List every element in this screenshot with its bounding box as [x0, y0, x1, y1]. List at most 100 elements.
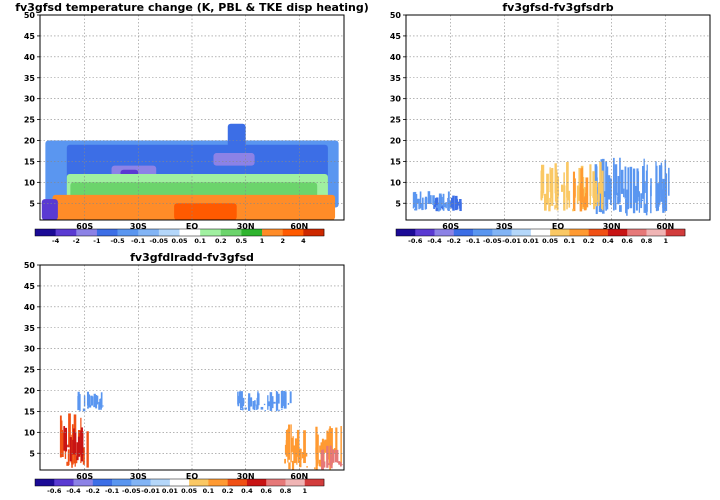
x-tick-label: 30S: [130, 222, 147, 231]
colorbar-swatch: [262, 229, 284, 236]
colorbar-swatch: [530, 229, 551, 236]
colorbar-swatch: [550, 229, 570, 236]
colorbar-label: -0.2: [447, 237, 461, 245]
colorbar-swatch: [434, 229, 455, 236]
colorbar: -0.6 -0.4 -0.2 -0.1 -0.05 -0.01 0.01 0.05 0.1 0.2…: [395, 228, 686, 245]
colorbar-label: 4: [301, 237, 306, 245]
colorbar-swatch: [92, 479, 113, 486]
colorbar-label: -0.05: [149, 237, 168, 245]
colorbar-label: 0.8: [641, 237, 653, 245]
x-tick-label: 60S: [76, 222, 93, 231]
y-tick-label: 25: [24, 116, 36, 125]
colorbar-swatch: [473, 229, 493, 236]
colorbar-label: -0.1: [105, 487, 120, 495]
y-tick-label: 30: [24, 345, 36, 354]
colorbar-label: 0.01: [162, 487, 179, 495]
colorbar-label: -4: [52, 237, 60, 245]
colorbar-swatch: [511, 229, 532, 236]
colorbar-swatch: [158, 229, 180, 236]
colorbar-label: -0.6: [47, 487, 62, 495]
grid-lines: [40, 14, 344, 220]
colorbar-label: -0.1: [466, 237, 481, 245]
colorbar-swatch: [169, 479, 190, 486]
y-tick-label: 15: [24, 157, 36, 166]
grid-lines: [406, 14, 710, 220]
colorbar-label: 0.6: [260, 487, 272, 495]
colorbar-swatch: [35, 229, 56, 236]
colorbar-swatch: [73, 479, 94, 486]
colorbar-label: -0.05: [483, 237, 502, 245]
colorbar-label: -0.1: [131, 237, 146, 245]
colorbar-label: -0.4: [427, 237, 442, 245]
y-tick-label: 35: [24, 324, 36, 333]
x-tick-label: 30N: [237, 472, 255, 481]
y-tick-label: 10: [24, 178, 36, 187]
plot-frame: [39, 264, 345, 471]
colorbar-label: 0.2: [215, 237, 227, 245]
x-tick-label: 60N: [290, 472, 308, 481]
chart-title: fv3gfsd temperature change (K, PBL & TKE…: [15, 1, 368, 14]
colorbar-swatch: [304, 479, 325, 486]
chart-panel-2: fv3gfsd-fv3gfsdrb 5 10 15 20 25 30 35 40 45 50 60S 3…: [390, 1, 711, 245]
grid-lines: [40, 264, 344, 470]
y-tick-label: 45: [24, 32, 36, 41]
colorbar-swatch: [55, 229, 77, 236]
colorbar-label: 0.1: [203, 487, 215, 495]
y-tick-label: 40: [24, 53, 36, 62]
y-tick-label: 25: [24, 366, 36, 375]
x-tick-label: 60S: [442, 222, 459, 231]
x-tick-label: 60N: [656, 222, 674, 231]
colorbar-swatch: [627, 229, 647, 236]
colorbar-swatch: [453, 229, 474, 236]
colorbar-swatch: [646, 229, 667, 236]
colorbar-label: 0.4: [241, 487, 253, 495]
y-tick-label: 45: [390, 32, 402, 41]
colorbar-label: 0.6: [621, 237, 633, 245]
colorbar-label: -0.05: [122, 487, 141, 495]
y-tick-label: 40: [390, 53, 402, 62]
colorbar-label: -1: [93, 237, 101, 245]
colorbar-swatch: [179, 229, 201, 236]
colorbar-swatch: [266, 479, 286, 486]
colorbar-swatch: [138, 229, 160, 236]
field-streaks: [63, 426, 84, 462]
colorbar-swatch: [607, 229, 628, 236]
y-tick-label: 45: [24, 282, 36, 291]
colorbar-swatch: [227, 479, 248, 486]
plot-area: [408, 140, 670, 216]
chart-panel-1: fv3gfsd temperature change (K, PBL & TKE…: [15, 1, 368, 245]
colorbar-swatch: [241, 229, 263, 236]
x-tick-label: 60N: [290, 222, 308, 231]
colorbar-label: 2: [280, 237, 285, 245]
plot-frame: [405, 14, 711, 221]
colorbar-swatch: [189, 479, 209, 486]
colorbar-label: 1: [663, 237, 668, 245]
y-tick-label: 20: [390, 137, 402, 146]
y-tick-label: 50: [24, 261, 36, 270]
chart-title: fv3gfsd-fv3gfsdrb: [502, 1, 613, 14]
x-tick-label: 30N: [603, 222, 621, 231]
colorbar-swatch: [396, 229, 416, 236]
colorbar-swatch: [112, 479, 132, 486]
x-tick-label: 60S: [76, 472, 93, 481]
colorbar-label: -0.2: [86, 487, 100, 495]
colorbar-label: -2: [73, 237, 80, 245]
y-tick-label: 50: [390, 11, 402, 20]
y-tick-label: 40: [24, 303, 36, 312]
colorbar-swatch: [415, 229, 435, 236]
colorbar-swatch: [54, 479, 74, 486]
colorbar-swatch: [96, 229, 118, 236]
y-tick-label: 50: [24, 11, 36, 20]
colorbar-swatch: [282, 229, 304, 236]
y-tick-label: 25: [390, 116, 402, 125]
colorbar-label: 0.05: [181, 487, 198, 495]
y-tick-label: 5: [29, 449, 35, 458]
colorbar-swatch: [303, 229, 325, 236]
colorbar-swatch: [285, 479, 306, 486]
y-tick-label: 10: [390, 178, 402, 187]
colorbar-label: 0.1: [564, 237, 576, 245]
y-tick-label: 5: [29, 199, 35, 208]
x-tick-label: 30S: [496, 222, 513, 231]
field-streaks: [320, 445, 343, 470]
plot-area: [59, 390, 343, 470]
